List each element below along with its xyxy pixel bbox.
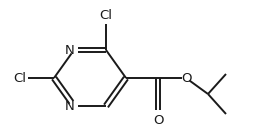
Text: O: O <box>181 71 191 84</box>
Text: Cl: Cl <box>100 9 113 22</box>
Text: N: N <box>64 99 74 112</box>
Text: O: O <box>153 114 163 127</box>
Text: Cl: Cl <box>13 71 26 84</box>
Text: N: N <box>64 43 74 56</box>
